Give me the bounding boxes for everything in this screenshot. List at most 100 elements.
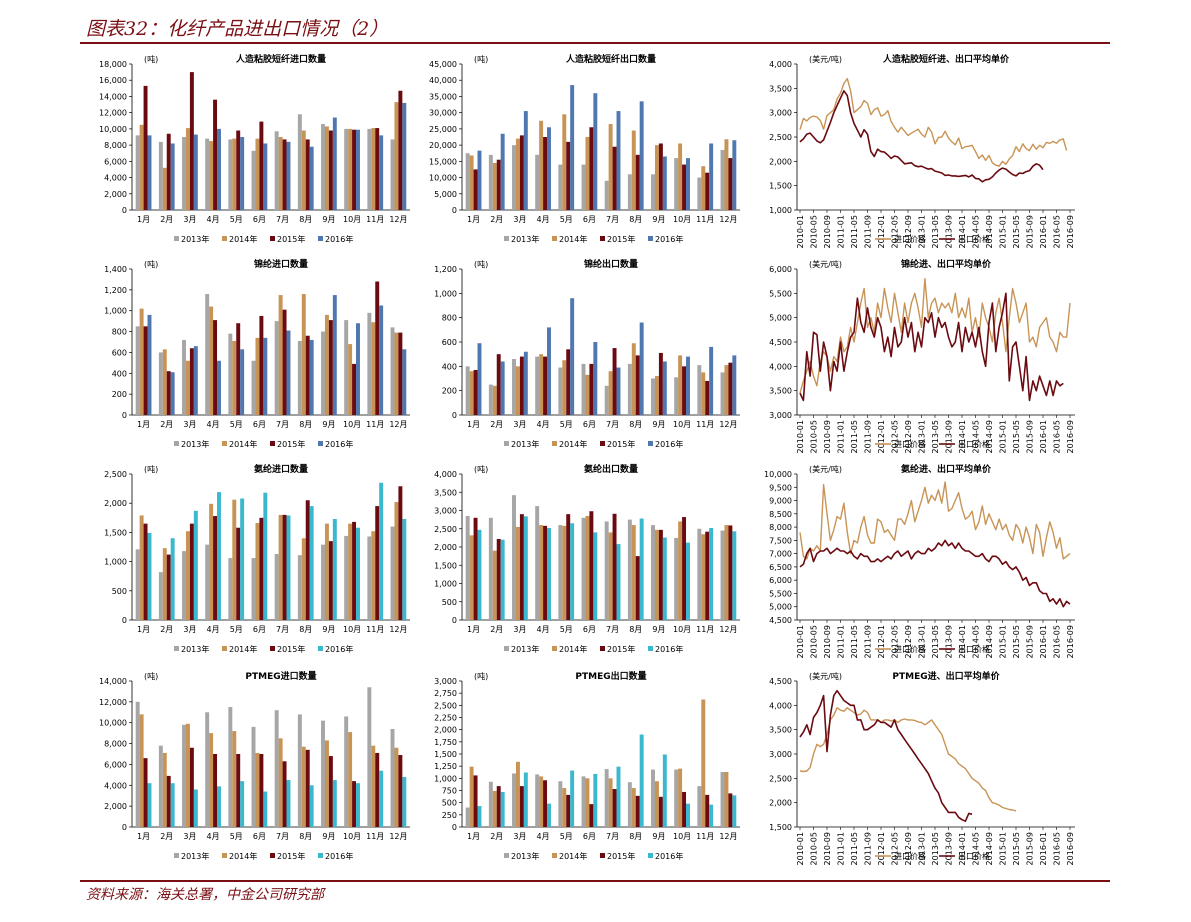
bar — [217, 492, 221, 620]
legend-label: 2014年 — [559, 234, 587, 244]
legend-swatch — [174, 646, 179, 651]
x-tick-label: 10月 — [673, 215, 691, 224]
x-tick-label: 2012-09 — [904, 420, 913, 453]
bar — [492, 385, 497, 415]
bar — [674, 537, 679, 620]
bar — [732, 140, 737, 210]
x-tick-label: 8月 — [299, 215, 312, 224]
x-tick-label: 2010-01 — [796, 832, 805, 865]
x-tick-label: 7月 — [606, 625, 619, 634]
x-tick-label: 2016-09 — [1066, 215, 1075, 248]
bar — [321, 720, 325, 827]
bar — [352, 129, 357, 210]
bar — [286, 515, 291, 620]
legend-swatch — [270, 441, 275, 446]
x-tick-label: 7月 — [606, 215, 619, 224]
chart-title: 锦纶进、出口平均单价 — [901, 258, 992, 270]
bar — [402, 349, 407, 415]
x-tick-label: 2012-05 — [891, 625, 900, 658]
bar — [678, 355, 683, 415]
x-tick-label: 2010-05 — [810, 832, 819, 865]
bar — [724, 525, 729, 620]
bar — [724, 139, 729, 210]
x-tick-label: 2014-05 — [972, 625, 981, 658]
bar — [166, 133, 171, 210]
x-tick-label: 1月 — [137, 420, 150, 429]
bar — [278, 137, 283, 210]
bar — [523, 351, 528, 415]
x-tick-label: 12月 — [719, 625, 737, 634]
bar — [228, 558, 233, 620]
legend-swatch — [552, 646, 557, 651]
bar — [539, 354, 544, 415]
bar — [158, 745, 163, 827]
bar — [631, 788, 636, 827]
x-tick-label: 4月 — [207, 832, 220, 841]
x-tick-label: 2015-05 — [1012, 215, 1021, 248]
bar — [348, 128, 353, 210]
x-tick-label: 2016-05 — [1053, 420, 1062, 453]
legend-label: 2013年 — [181, 644, 209, 654]
bar — [477, 806, 482, 827]
x-tick-label: 11月 — [366, 420, 384, 429]
bar — [593, 532, 598, 620]
x-tick-label: 2012-01 — [877, 420, 886, 453]
unit-label: (美元/吨) — [809, 464, 842, 474]
legend-label: 2015年 — [607, 851, 635, 861]
y-tick-label: 20,000 — [429, 141, 457, 150]
legend-label: 2015年 — [277, 234, 305, 244]
legend-label: 2016年 — [655, 439, 683, 449]
y-tick-label: 8,000 — [104, 141, 127, 150]
y-tick-label: 6,000 — [769, 576, 792, 585]
bar — [465, 366, 470, 415]
bar — [709, 528, 714, 620]
y-tick-label: 2,750 — [434, 689, 457, 698]
bar — [585, 137, 590, 210]
bar — [135, 135, 140, 210]
bar — [263, 791, 268, 827]
bar — [558, 525, 563, 620]
legend-label: 2014年 — [559, 851, 587, 861]
bar — [185, 723, 190, 827]
x-tick-label: 9月 — [652, 832, 665, 841]
bar — [390, 327, 395, 415]
legend-swatch — [648, 236, 653, 241]
bar — [539, 776, 544, 827]
top-rule — [80, 42, 1110, 44]
x-tick-label: 8月 — [629, 832, 642, 841]
bar — [286, 330, 291, 415]
y-tick-label: 2,500 — [434, 525, 457, 534]
bar — [143, 523, 148, 620]
chart-svg: 0 250 500 750 1,000 1,250 1,500 1,750 2,000 2,250… — [434, 670, 740, 861]
x-tick-label: 1月 — [137, 215, 150, 224]
bottom-rule — [80, 880, 1110, 882]
bar — [162, 167, 167, 210]
x-tick-label: 5月 — [230, 625, 243, 634]
bar — [147, 783, 152, 827]
bar — [720, 149, 725, 210]
bar — [566, 349, 571, 415]
x-tick-label: 2010-09 — [823, 215, 832, 248]
bar — [635, 795, 640, 827]
bar — [398, 486, 403, 620]
x-tick-label: 2015-09 — [1026, 832, 1035, 865]
x-tick-label: 3月 — [183, 420, 196, 429]
chart-svg: 0 500 1,000 1,500 2,000 2,500 3,000 3,500 4,000 氨… — [434, 463, 740, 654]
x-tick-label: 2015-05 — [1012, 420, 1021, 453]
bar — [562, 114, 567, 210]
bar — [682, 366, 687, 415]
bar — [217, 786, 221, 827]
x-tick-label: 2012-09 — [904, 832, 913, 865]
bar — [682, 164, 687, 210]
y-tick-label: 12,000 — [99, 109, 127, 118]
legend-label: 2015年 — [607, 644, 635, 654]
y-tick-label: 2,000 — [769, 157, 792, 166]
bar — [217, 128, 221, 210]
y-tick-label: 500 — [112, 587, 127, 596]
series-line — [799, 539, 1071, 608]
bar — [166, 775, 171, 827]
bar — [209, 733, 214, 827]
legend-label: 2014年 — [229, 234, 257, 244]
legend-swatch — [648, 441, 653, 446]
y-tick-label: 4,500 — [769, 338, 792, 347]
